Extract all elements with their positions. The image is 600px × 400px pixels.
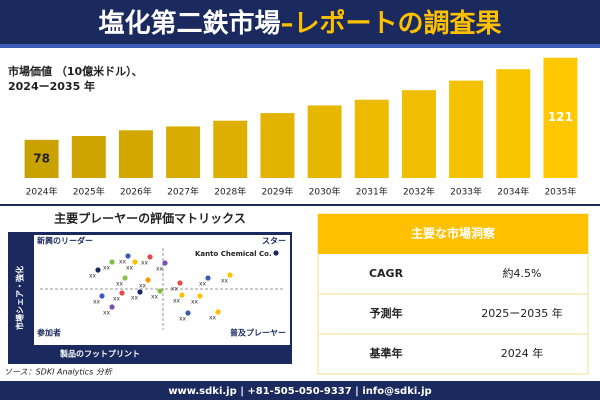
player-dot xyxy=(227,272,233,278)
footer-bar xyxy=(0,381,600,400)
player-label: xx xyxy=(141,260,149,267)
x-tick-label: 2030年 xyxy=(309,186,341,198)
player-dot xyxy=(177,280,183,286)
player-dot xyxy=(145,277,151,283)
player-label: xx xyxy=(173,298,181,305)
player-label: xx xyxy=(199,281,207,288)
data-label: 121 xyxy=(548,110,573,124)
player-label: xx xyxy=(139,283,147,290)
row-label: 基準年 xyxy=(369,346,403,360)
header-bar xyxy=(0,0,600,48)
quadrant-label: 普及プレーヤー xyxy=(230,328,286,338)
highlight-dot xyxy=(273,250,279,256)
player-label: xx xyxy=(113,296,121,303)
player-label: xx xyxy=(156,266,164,273)
x-tick-label: 2029年 xyxy=(261,186,293,198)
chart-subtitle: 市場価値 （10億米ドル）、 xyxy=(8,64,143,78)
player-label: xx xyxy=(93,299,101,306)
bar xyxy=(166,126,201,178)
x-tick-label: 2033年 xyxy=(450,186,482,198)
player-dot xyxy=(95,267,101,273)
row-value: 約4.5% xyxy=(503,266,542,280)
player-label: xx xyxy=(179,316,187,323)
player-dot xyxy=(205,275,211,281)
player-dot xyxy=(109,259,115,265)
player-label: xx xyxy=(191,299,199,306)
header-stripe xyxy=(0,44,600,48)
x-tick-label: 2024年 xyxy=(26,186,58,198)
x-tick-label: 2026年 xyxy=(120,186,152,198)
x-tick-label: 2027年 xyxy=(167,186,199,198)
table-header xyxy=(318,214,588,254)
title-main: 塩化第二鉄市場 xyxy=(98,8,280,39)
page-title: 塩化第二鉄市場–レポートの調査果 xyxy=(98,8,501,39)
quadrant-label: スター xyxy=(262,236,286,246)
bar xyxy=(71,136,106,178)
bar xyxy=(449,80,484,178)
player-label: xx xyxy=(151,294,159,301)
x-tick-label: 2032年 xyxy=(403,186,435,198)
bar xyxy=(496,69,531,178)
player-dot xyxy=(99,293,105,299)
quadrant-label: 新興のリーダー xyxy=(37,236,93,246)
player-label: xx xyxy=(103,310,111,317)
player-dot xyxy=(197,293,203,299)
bar xyxy=(543,57,578,178)
title-accent: –レポートの調査果 xyxy=(281,8,502,39)
quadrant-label: 参加者 xyxy=(36,328,61,338)
player-dot xyxy=(132,259,138,265)
player-dot xyxy=(119,290,125,296)
player-label: xx xyxy=(131,295,139,302)
player-label: xx xyxy=(209,315,217,322)
player-dot xyxy=(185,310,191,316)
player-label: xx xyxy=(89,273,97,280)
player-dot xyxy=(125,253,131,259)
y-axis-label: 市場シェア・強化 xyxy=(15,266,25,330)
player-dot xyxy=(179,292,185,298)
x-tick-label: 2035年 xyxy=(544,186,576,198)
bar xyxy=(118,130,153,178)
footer: www.sdki.jp | +81-505-050-9337 | info@sd… xyxy=(168,386,431,397)
row-label: 予測年 xyxy=(370,306,403,320)
bar xyxy=(213,120,248,178)
x-tick-label: 2031年 xyxy=(356,186,388,198)
bar xyxy=(401,90,436,178)
highlight-label: Kanto Chemical Co. xyxy=(195,250,272,258)
chart-subtitle: 2024ー2035 年 xyxy=(8,79,95,93)
table-title: 主要な市場洞察 xyxy=(411,226,496,241)
player-label: xx xyxy=(103,265,111,272)
player-dot xyxy=(109,304,115,310)
x-axis-label: 製品のフットプリント xyxy=(59,349,140,359)
bar xyxy=(307,105,342,178)
bar xyxy=(24,139,59,178)
player-dot xyxy=(157,288,163,294)
row-value: 2024 年 xyxy=(501,346,544,360)
player-label: xx xyxy=(119,259,127,266)
player-label: xx xyxy=(116,281,124,288)
player-label: xx xyxy=(171,286,179,293)
player-dot xyxy=(162,260,168,266)
x-tick-label: 2028年 xyxy=(214,186,246,198)
x-tick-label: 2025年 xyxy=(73,186,105,198)
row-value: 2025ー2035 年 xyxy=(481,306,563,320)
data-label: 78 xyxy=(33,151,50,165)
row-label: CAGR xyxy=(369,267,404,280)
x-tick-label: 2034年 xyxy=(497,186,529,198)
player-dot xyxy=(215,309,221,315)
source: ソース：SDKI Analytics 分析 xyxy=(4,368,113,377)
bar xyxy=(260,113,295,178)
player-label: xx xyxy=(221,278,229,285)
player-dot xyxy=(137,289,143,295)
player-dot xyxy=(122,275,128,281)
player-dot xyxy=(147,254,153,260)
matrix-title: 主要プレーヤーの評価マトリックス xyxy=(54,211,246,226)
bar xyxy=(354,99,389,178)
player-label: xx xyxy=(126,265,134,272)
